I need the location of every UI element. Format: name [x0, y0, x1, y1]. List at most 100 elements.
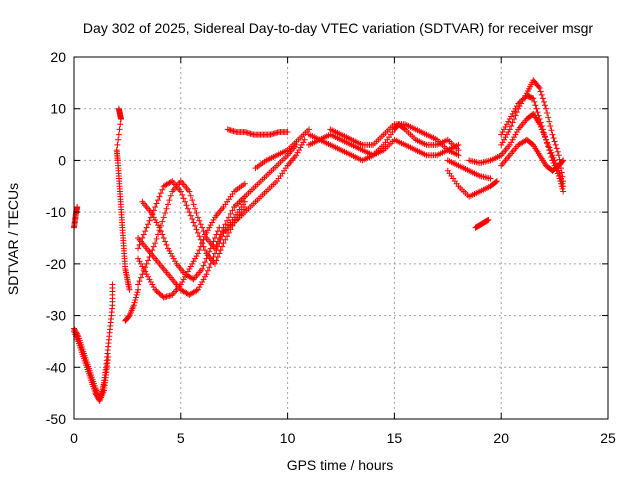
data-point [493, 178, 500, 185]
data-point [135, 245, 142, 252]
data-point [197, 281, 204, 288]
x-tick-label: 10 [280, 430, 296, 446]
series-drift-18h [444, 157, 494, 182]
data-point [136, 258, 143, 265]
data-point [554, 170, 561, 177]
axis-ticks [73, 56, 609, 420]
data-point [502, 123, 509, 130]
data-point [225, 214, 232, 221]
data-point [167, 178, 174, 185]
data-point [147, 209, 154, 216]
data-point [196, 233, 203, 240]
data-point [241, 198, 248, 205]
data-point [544, 110, 551, 117]
data-point [137, 260, 144, 267]
y-tick-label: -40 [46, 359, 66, 375]
data-point [147, 278, 154, 285]
data-point [152, 286, 159, 293]
data-point [194, 250, 201, 257]
data-point [501, 126, 508, 133]
data-point [109, 281, 116, 288]
data-point [219, 233, 226, 240]
data-point [498, 131, 505, 138]
data-point [172, 258, 179, 265]
data-point [153, 219, 160, 226]
data-point [559, 185, 566, 192]
series-start-spike [71, 203, 81, 231]
data-point [206, 264, 213, 271]
data-point [536, 85, 543, 92]
data-point [222, 221, 229, 228]
data-point [512, 105, 519, 112]
data-point [558, 183, 565, 190]
series-mid-3 [327, 121, 462, 154]
data-point [209, 257, 216, 264]
data-point [224, 217, 231, 224]
data-point [164, 245, 171, 252]
data-point [549, 131, 556, 138]
data-point [193, 287, 200, 294]
data-point [135, 281, 142, 288]
data-point [153, 235, 160, 242]
data-point [180, 276, 187, 283]
data-point [498, 141, 505, 148]
data-point [533, 105, 540, 112]
data-point [543, 136, 550, 143]
data-point [531, 98, 538, 105]
data-point [540, 98, 547, 105]
data-point [506, 141, 513, 148]
data-point [149, 211, 156, 218]
data-point [153, 288, 160, 295]
data-point [538, 91, 545, 98]
data-point [117, 121, 124, 128]
data-point [548, 127, 555, 134]
series-rise-2 [231, 141, 300, 210]
data-point [194, 214, 201, 221]
x-tick-label: 25 [600, 430, 616, 446]
data-point [537, 119, 544, 126]
data-point [206, 224, 213, 231]
data-point [140, 266, 147, 273]
data-point [508, 113, 515, 120]
data-point [207, 260, 214, 267]
data-point [135, 255, 142, 262]
data-point [505, 118, 512, 125]
data-point [545, 143, 552, 150]
data-point [210, 216, 217, 223]
data-point [200, 236, 207, 243]
data-point [155, 197, 162, 204]
data-point [559, 158, 566, 165]
series-low-2h [122, 286, 142, 324]
data-point [159, 186, 166, 193]
data-point [196, 247, 203, 254]
data-point [132, 294, 139, 301]
data-point [229, 207, 236, 214]
x-axis-label: GPS time / hours [287, 457, 394, 473]
series-spike-2h [113, 105, 133, 293]
data-point [513, 103, 520, 110]
data-point [167, 192, 174, 199]
data-point [503, 121, 510, 128]
data-point [166, 247, 173, 254]
data-point [541, 102, 548, 109]
data-point [156, 290, 163, 297]
data-point [74, 203, 81, 210]
data-point [539, 126, 546, 133]
data-point [200, 276, 207, 283]
data-point [216, 240, 223, 247]
data-point [503, 131, 510, 138]
series-peak-d [498, 136, 567, 174]
data-point [150, 284, 157, 291]
data-point [550, 160, 557, 167]
data-point [516, 99, 523, 106]
data-point [139, 263, 146, 270]
data-point [300, 139, 307, 146]
data-point [140, 231, 147, 238]
data-point [162, 238, 169, 245]
data-point [189, 197, 196, 204]
data-point [209, 241, 216, 248]
data-point [192, 255, 199, 262]
data-point [555, 172, 562, 179]
data-point [184, 205, 191, 212]
data-point [193, 253, 200, 260]
